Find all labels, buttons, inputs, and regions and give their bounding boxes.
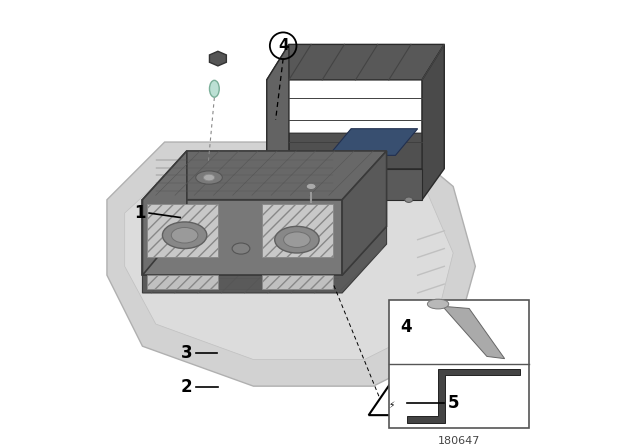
Text: 2: 2 xyxy=(181,378,193,396)
Ellipse shape xyxy=(209,80,220,97)
Text: 4: 4 xyxy=(401,319,412,336)
Ellipse shape xyxy=(428,299,449,309)
Polygon shape xyxy=(342,151,387,275)
Polygon shape xyxy=(262,204,333,258)
Ellipse shape xyxy=(204,174,214,181)
Polygon shape xyxy=(267,44,444,80)
Ellipse shape xyxy=(360,197,369,202)
Polygon shape xyxy=(143,151,187,275)
Polygon shape xyxy=(422,44,444,200)
Polygon shape xyxy=(329,129,418,155)
Text: ⚡: ⚡ xyxy=(388,401,394,410)
Polygon shape xyxy=(289,80,444,168)
Polygon shape xyxy=(125,164,453,360)
Ellipse shape xyxy=(307,197,315,202)
Polygon shape xyxy=(369,383,413,415)
Text: 4: 4 xyxy=(278,38,289,53)
Ellipse shape xyxy=(284,232,310,247)
Polygon shape xyxy=(209,51,227,66)
Text: 1: 1 xyxy=(134,204,146,222)
Text: 3: 3 xyxy=(181,344,193,362)
Polygon shape xyxy=(147,275,218,289)
Ellipse shape xyxy=(163,222,207,249)
Polygon shape xyxy=(262,275,333,289)
Ellipse shape xyxy=(307,183,316,190)
Polygon shape xyxy=(143,226,387,293)
Polygon shape xyxy=(442,306,505,359)
Polygon shape xyxy=(147,204,218,258)
Polygon shape xyxy=(143,151,387,200)
Ellipse shape xyxy=(404,197,413,202)
Polygon shape xyxy=(407,369,520,423)
Ellipse shape xyxy=(232,243,250,254)
Polygon shape xyxy=(143,200,342,275)
Text: 5: 5 xyxy=(447,394,459,412)
Ellipse shape xyxy=(275,226,319,253)
Polygon shape xyxy=(267,168,422,200)
Bar xyxy=(389,300,529,428)
Ellipse shape xyxy=(196,171,222,184)
Polygon shape xyxy=(107,142,476,386)
Ellipse shape xyxy=(172,228,198,243)
Text: 180647: 180647 xyxy=(438,436,480,446)
Polygon shape xyxy=(267,44,289,200)
